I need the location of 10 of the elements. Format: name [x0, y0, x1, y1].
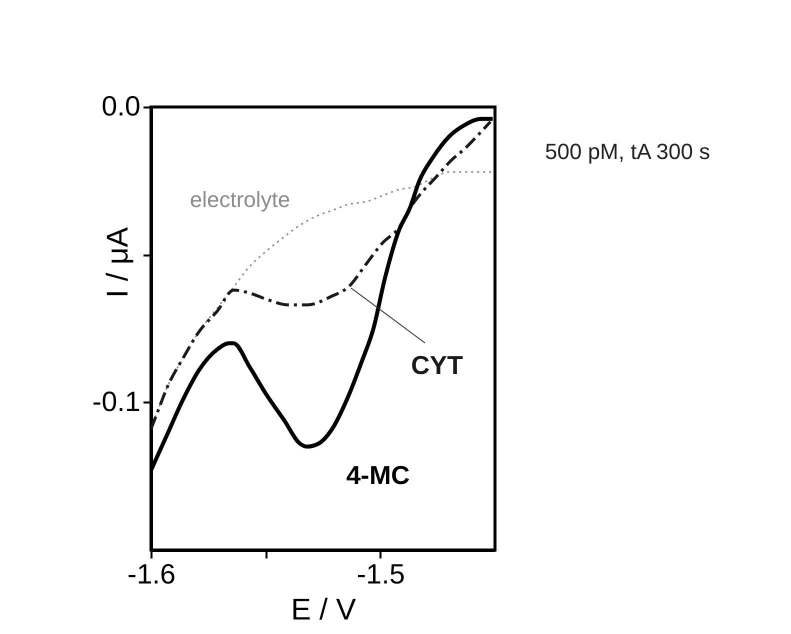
- y-axis-title: I / μA: [102, 227, 134, 298]
- y-tick-label: 0.0: [102, 90, 140, 122]
- y-tick-label: -0.1: [92, 386, 140, 417]
- x-tick-label: -1.5: [356, 558, 405, 590]
- series-label: 4-MC: [346, 460, 410, 490]
- text: 500 pM, tA 300 s: [545, 139, 710, 164]
- x-tick-label: -1.6: [127, 558, 176, 590]
- series-label: electrolyte: [190, 187, 290, 212]
- x-axis-title: E / V: [290, 594, 356, 626]
- text: CYT: [411, 350, 464, 380]
